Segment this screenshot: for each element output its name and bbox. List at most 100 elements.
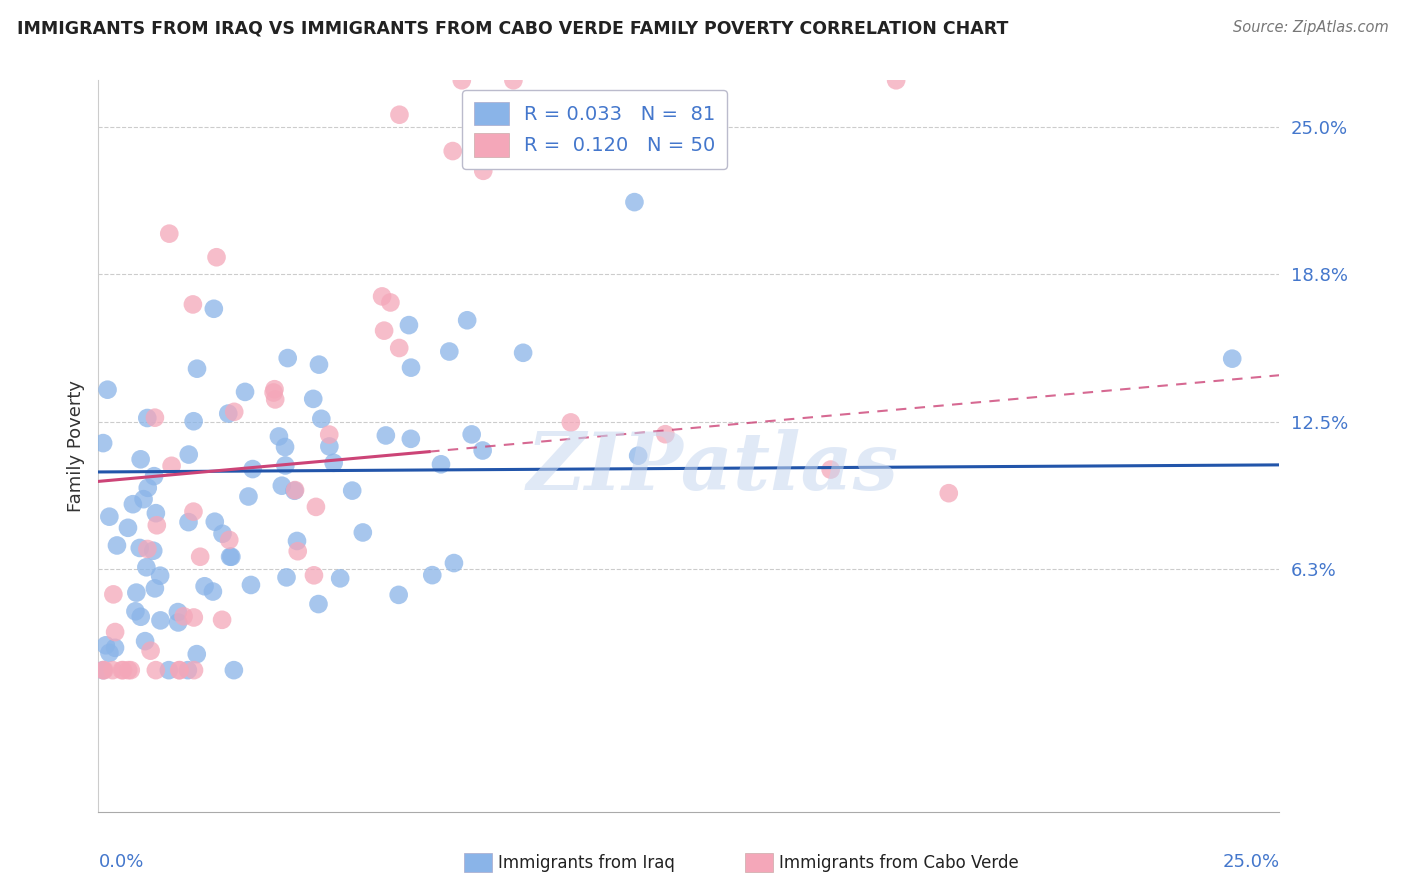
Point — [654, 427, 676, 442]
Point — [399, 432, 422, 446]
Point — [322, 456, 344, 470]
Point — [177, 515, 200, 529]
Point — [560, 416, 582, 430]
Point — [124, 604, 146, 618]
Point — [238, 490, 260, 504]
Point — [183, 610, 205, 624]
Point — [242, 462, 264, 476]
Point — [149, 568, 172, 582]
Point — [125, 585, 148, 599]
Point — [129, 609, 152, 624]
Point — [456, 313, 478, 327]
Point — [91, 663, 114, 677]
Point — [104, 640, 127, 655]
Point — [194, 579, 217, 593]
Point — [264, 392, 287, 407]
Point — [211, 526, 233, 541]
Point — [217, 407, 239, 421]
Point — [287, 544, 309, 558]
Point — [318, 439, 340, 453]
Point — [91, 436, 114, 450]
Point — [884, 73, 907, 87]
Point — [285, 533, 308, 548]
Point — [373, 324, 395, 338]
Point — [284, 483, 307, 497]
Point — [388, 108, 411, 122]
Text: Immigrants from Iraq: Immigrants from Iraq — [498, 854, 675, 871]
Point — [143, 582, 166, 596]
Point — [120, 663, 142, 677]
Point — [173, 609, 195, 624]
Point — [221, 549, 243, 564]
Point — [274, 440, 297, 454]
Point — [399, 360, 422, 375]
Point — [460, 427, 482, 442]
Point — [439, 344, 461, 359]
Point — [104, 625, 127, 640]
Point — [627, 449, 650, 463]
Point — [233, 384, 256, 399]
Point — [146, 518, 169, 533]
Point — [117, 521, 139, 535]
Point — [188, 549, 211, 564]
Point — [938, 486, 960, 500]
Point — [472, 163, 495, 178]
Point — [136, 541, 159, 556]
Point — [450, 73, 472, 87]
Point — [157, 663, 180, 677]
Point — [132, 492, 155, 507]
Point — [167, 605, 190, 619]
Text: Immigrants from Cabo Verde: Immigrants from Cabo Verde — [779, 854, 1019, 871]
Point — [398, 318, 420, 332]
Point — [371, 289, 394, 303]
Point — [181, 297, 204, 311]
Text: IMMIGRANTS FROM IRAQ VS IMMIGRANTS FROM CABO VERDE FAMILY POVERTY CORRELATION CH: IMMIGRANTS FROM IRAQ VS IMMIGRANTS FROM … — [17, 20, 1008, 37]
Point — [277, 351, 299, 365]
Point — [101, 663, 124, 677]
Point — [136, 481, 159, 495]
Point — [263, 385, 285, 400]
Point — [430, 458, 453, 472]
Point — [94, 638, 117, 652]
Point — [177, 448, 200, 462]
Point — [91, 663, 114, 677]
Point — [302, 568, 325, 582]
Point — [224, 405, 246, 419]
Point — [352, 525, 374, 540]
Point — [186, 361, 208, 376]
Point — [441, 144, 464, 158]
Point — [117, 663, 139, 677]
Point — [111, 663, 134, 677]
Point — [239, 578, 262, 592]
Point — [122, 497, 145, 511]
Point — [380, 295, 402, 310]
Point — [105, 539, 128, 553]
Point — [98, 646, 121, 660]
Point — [274, 458, 297, 473]
Point — [143, 469, 166, 483]
Point — [1220, 351, 1243, 366]
Point — [502, 73, 524, 87]
Point — [169, 663, 191, 677]
Point — [93, 663, 115, 677]
Point — [135, 560, 157, 574]
Point — [149, 614, 172, 628]
Point — [134, 634, 156, 648]
Point — [145, 506, 167, 520]
Point — [205, 250, 228, 264]
Point — [204, 515, 226, 529]
Point — [112, 663, 135, 677]
Legend: R = 0.033   N =  81, R =  0.120   N = 50: R = 0.033 N = 81, R = 0.120 N = 50 — [463, 90, 727, 169]
Point — [136, 411, 159, 425]
Text: 25.0%: 25.0% — [1222, 854, 1279, 871]
Point — [177, 663, 200, 677]
Point — [167, 663, 190, 677]
Point — [820, 462, 842, 476]
Point — [186, 647, 208, 661]
Point — [267, 429, 290, 443]
Text: 0.0%: 0.0% — [98, 854, 143, 871]
Point — [183, 505, 205, 519]
Point — [98, 509, 121, 524]
Point — [160, 458, 183, 473]
Point — [139, 643, 162, 657]
